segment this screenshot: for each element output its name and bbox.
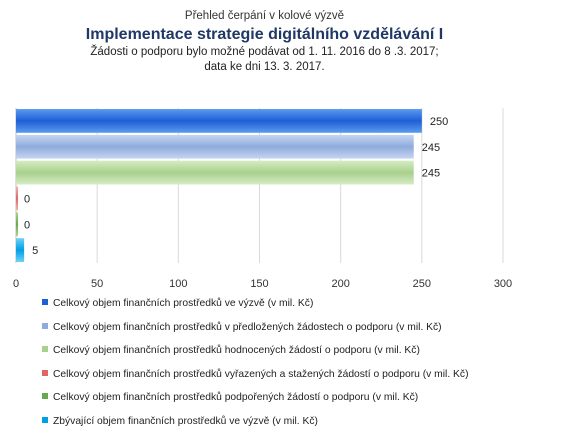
x-tick-label-150: 150 (250, 278, 268, 290)
legend-swatch-5 (42, 393, 48, 399)
x-tick-label-50: 50 (91, 278, 103, 290)
chart-legend: Celkový objem finančních prostředků ve v… (42, 296, 562, 437)
x-tick-label-300: 300 (494, 278, 512, 290)
chart-subtitle-line1: Žádosti o podporu bylo možné podávat od … (90, 46, 439, 58)
legend-item-5: Celkový objem finančních prostředků podp… (42, 390, 562, 414)
legend-swatch-1 (42, 299, 48, 305)
data-label-series-6: 5 (32, 245, 38, 257)
bar-series-3 (16, 160, 414, 185)
legend-label-3: Celkový objem finančních prostředků hodn… (53, 345, 420, 356)
legend-swatch-2 (42, 322, 48, 329)
bar-series-4 (16, 186, 18, 211)
data-label-series-2: 245 (422, 142, 440, 154)
x-tick-label-0: 0 (13, 278, 19, 290)
data-label-series-1: 250 (430, 116, 448, 128)
bar-chart: 0 50 100 150 200 250 300 250 245 245 0 0 5 (13, 108, 512, 290)
data-label-series-4: 0 (24, 193, 30, 205)
x-tick-label-200: 200 (331, 278, 349, 290)
bar-series-2 (16, 134, 414, 159)
x-tick-label-250: 250 (413, 278, 431, 290)
legend-item-1: Celkový objem finančních prostředků ve v… (42, 296, 562, 320)
bar-series-5 (16, 212, 18, 237)
bar-series-1 (16, 109, 422, 133)
legend-swatch-6 (42, 416, 48, 423)
legend-item-2: Celkový objem finančních prostředků v př… (42, 320, 562, 344)
legend-item-3: Celkový objem finančních prostředků hodn… (42, 343, 562, 367)
legend-item-4: Celkový objem finančních prostředků vyřa… (42, 367, 562, 391)
chart-title-block: Přehled čerpání v kolové výzvě Implement… (0, 9, 567, 75)
legend-label-4: Celkový objem finančních prostředků vyřa… (53, 368, 469, 380)
legend-label-2: Celkový objem finančních prostředků v př… (53, 321, 442, 333)
data-label-series-3: 245 (422, 168, 440, 180)
legend-label-6: Zbývající objem finančních prostředků ve… (53, 415, 318, 427)
chart-title: Implementace strategie digitálního vzděl… (85, 26, 444, 43)
legend-item-6: Zbývající objem finančních prostředků ve… (42, 414, 562, 438)
legend-label-5: Celkový objem finančních prostředků podp… (53, 392, 419, 403)
bar-series-6 (16, 238, 25, 262)
data-label-series-5: 0 (24, 219, 30, 231)
legend-swatch-3 (42, 346, 48, 352)
legend-label-1: Celkový objem finančních prostředků ve v… (53, 298, 314, 309)
legend-swatch-4 (42, 369, 48, 376)
chart-subtitle-line2: data ke dni 13. 3. 2017. (204, 61, 325, 73)
x-tick-label-100: 100 (169, 278, 187, 290)
chart-pretitle: Přehled čerpání v kolové výzvě (184, 10, 345, 22)
